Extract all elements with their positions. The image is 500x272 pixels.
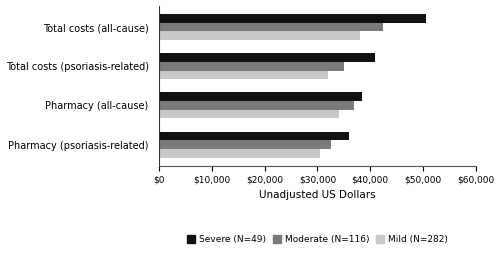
Bar — [159, 132, 349, 140]
Bar — [159, 149, 320, 157]
X-axis label: Unadjusted US Dollars: Unadjusted US Dollars — [259, 190, 376, 200]
Bar — [159, 101, 354, 110]
Bar — [159, 23, 384, 31]
Legend: Severe (N=49), Moderate (N=116), Mild (N=282): Severe (N=49), Moderate (N=116), Mild (N… — [184, 232, 452, 248]
Bar — [159, 92, 362, 101]
Bar — [159, 53, 376, 62]
Bar — [159, 14, 425, 23]
Bar — [159, 140, 330, 149]
Bar — [159, 31, 360, 40]
Bar — [159, 110, 338, 118]
Bar — [159, 70, 328, 79]
Bar — [159, 62, 344, 70]
